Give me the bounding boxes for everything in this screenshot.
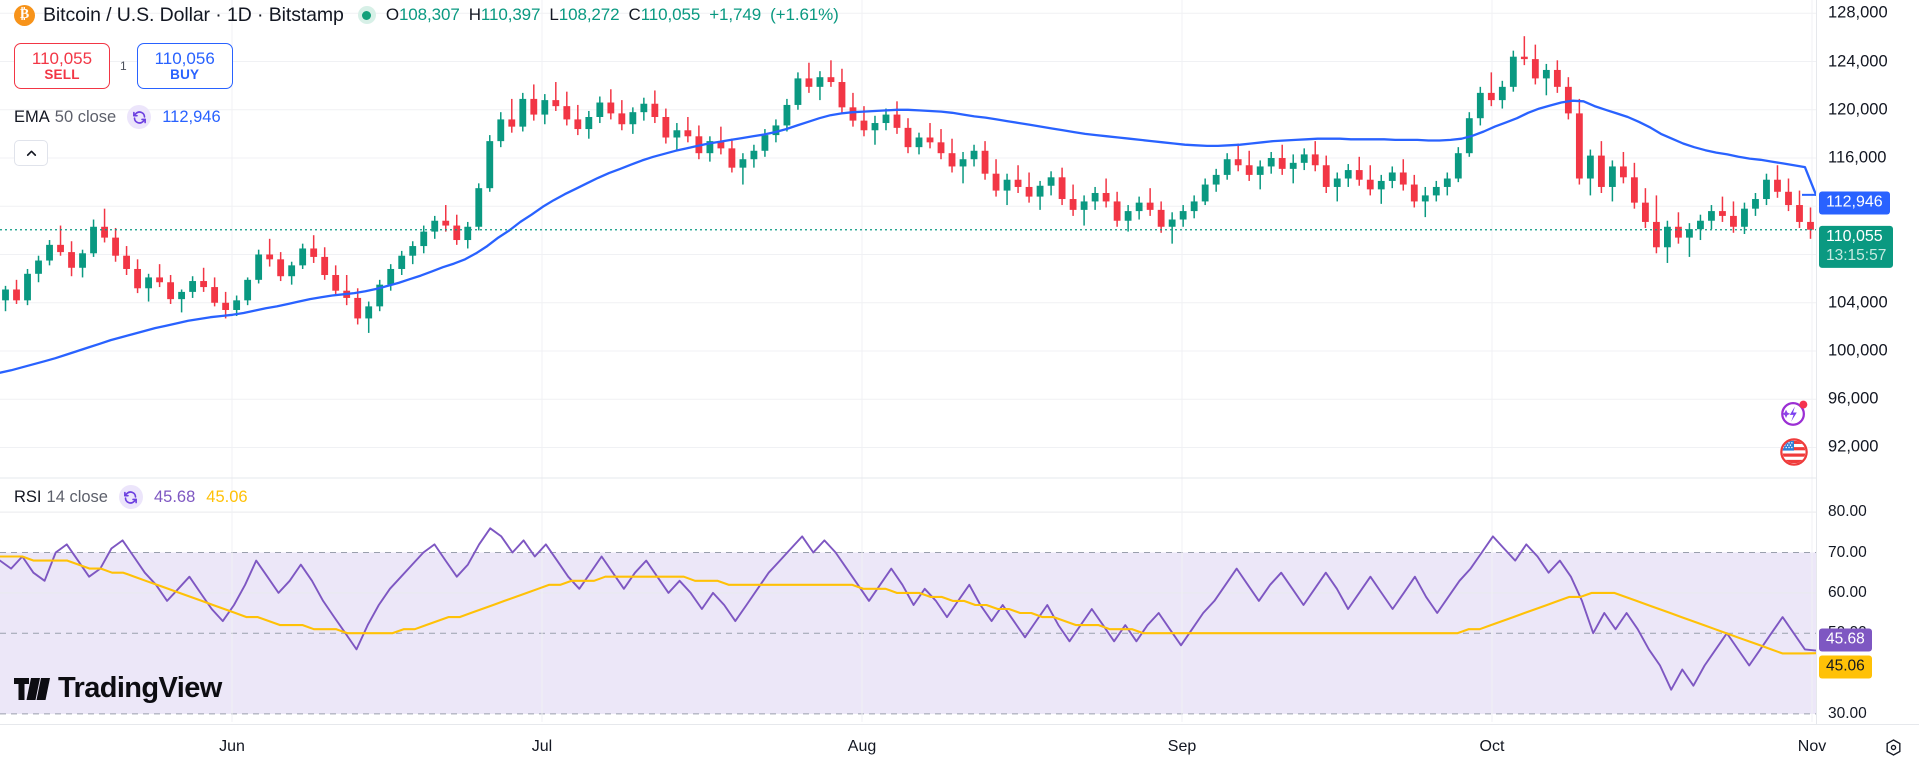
sell-label: SELL [44, 66, 80, 82]
buy-label: BUY [170, 66, 200, 82]
price-axis-tick: 124,000 [1828, 52, 1888, 70]
last-price-badge: 110,055 13:15:57 [1819, 225, 1894, 269]
time-axis-tick: Nov [1797, 738, 1827, 755]
time-axis-tick: Jul [531, 738, 553, 755]
rsi-legend[interactable]: RSI 14 close 45.68 45.06 [14, 485, 248, 509]
refresh-icon[interactable] [127, 105, 152, 129]
time-axis-tick: Aug [847, 738, 877, 755]
time-axis-tick: Jun [219, 738, 245, 755]
buy-price: 110,056 [154, 48, 215, 68]
rsi-axis-tick: 80.00 [1828, 503, 1867, 521]
sell-button[interactable]: 110,055 SELL [14, 43, 110, 89]
refresh-icon[interactable] [118, 485, 143, 509]
ai-assistant-icon[interactable] [1779, 398, 1809, 428]
low-label: L [549, 5, 559, 24]
price-axis-tick: 120,000 [1828, 100, 1888, 119]
price-axis-tick: 100,000 [1828, 341, 1888, 360]
ema-title: EMA [14, 107, 50, 126]
high-value: 110,397 [480, 5, 541, 24]
symbol-legend[interactable]: ₿ Bitcoin / U.S. Dollar · 1D · Bitstamp … [14, 2, 839, 28]
rsi-line [0, 527, 1817, 691]
bitcoin-icon: ₿ [14, 4, 35, 26]
chevron-up-icon [26, 150, 36, 156]
rsi-title: RSI [14, 487, 42, 506]
change-percent: (+1.61%) [770, 5, 839, 24]
ema-line [0, 99, 1818, 374]
price-axis-tick: 116,000 [1828, 148, 1887, 167]
close-label: C [628, 5, 641, 24]
ema-price-badge: 112,946 [1819, 191, 1890, 215]
high-label: H [468, 5, 481, 24]
rsi-value-badge: 45.68 [1819, 628, 1872, 652]
floating-badges [1779, 398, 1809, 467]
rsi-params: 14 close [46, 487, 108, 506]
ema-params: 50 close [54, 107, 117, 126]
axis-settings-icon[interactable] [1881, 735, 1905, 759]
bar-countdown: 13:15:57 [1826, 246, 1887, 264]
price-axis-tick: 104,000 [1828, 293, 1888, 312]
ema-value: 112,946 [162, 107, 221, 126]
rsi-axis-tick: 60.00 [1828, 583, 1867, 601]
price-axis[interactable]: 128,000124,000120,000116,000112,000108,0… [1816, 0, 1919, 744]
change-value: +1,749 [709, 5, 762, 24]
rsi-ma-line [0, 555, 1818, 655]
rsi-ma-value-badge: 45.06 [1819, 655, 1872, 679]
rsi-axis-tick: 30.00 [1828, 704, 1867, 722]
ohlc-values: O108,307 H110,397 L108,272 C110,055 +1,749 (+… [386, 5, 839, 25]
sell-price: 110,055 [31, 48, 93, 68]
market-open-dot [357, 6, 376, 24]
last-price-value: 110,055 [1826, 227, 1883, 245]
price-axis-tick: 128,000 [1828, 3, 1888, 22]
open-label: O [385, 5, 399, 24]
rsi-ma-value: 45.06 [206, 487, 248, 506]
trade-widget: 110,055 SELL 1 110,056 BUY [14, 43, 233, 89]
time-axis-tick: Oct [1479, 738, 1505, 755]
rsi-value: 45.68 [153, 487, 196, 506]
ema-legend[interactable]: EMA 50 close 112,946 [14, 105, 221, 129]
us-flag-icon[interactable] [1779, 437, 1809, 467]
low-value: 108,272 [558, 5, 620, 24]
close-value: 110,055 [640, 5, 701, 24]
time-axis[interactable]: Jun Jul Aug Sep Oct Nov [0, 724, 1919, 769]
rsi-axis-tick: 70.00 [1828, 543, 1867, 561]
price-axis-tick: 92,000 [1828, 437, 1879, 456]
time-axis-tick: Sep [1167, 738, 1197, 755]
order-quantity[interactable]: 1 [120, 59, 127, 73]
candlestick-series [2, 36, 1814, 333]
buy-button[interactable]: 110,056 BUY [136, 43, 233, 89]
price-axis-tick: 96,000 [1828, 389, 1879, 408]
open-value: 108,307 [398, 5, 460, 24]
symbol-title: Bitcoin / U.S. Dollar · 1D · Bitstamp [43, 3, 344, 26]
collapse-pane-button[interactable] [14, 140, 48, 166]
